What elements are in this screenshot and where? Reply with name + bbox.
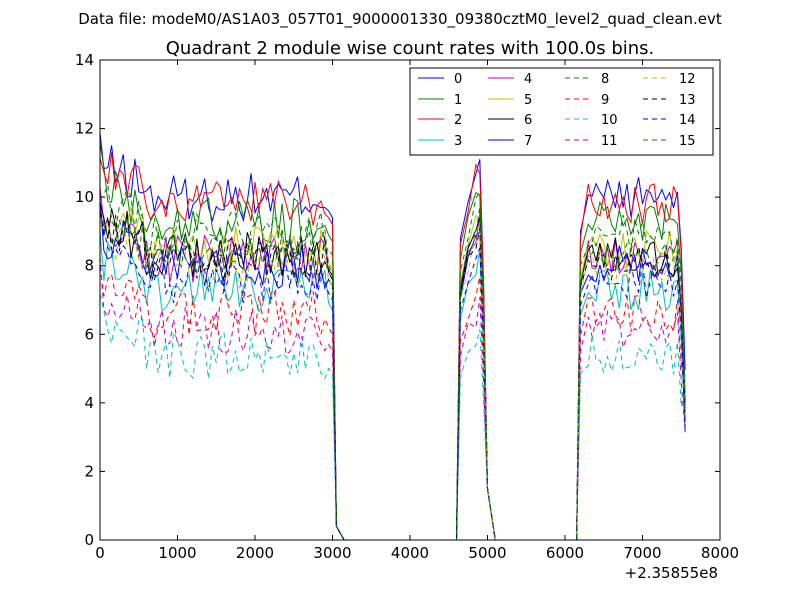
legend-label-3: 3 xyxy=(454,134,462,149)
y-tick-label: 4 xyxy=(84,394,94,412)
series-line-4 xyxy=(99,186,686,541)
chart-title: Quadrant 2 module wise count rates with … xyxy=(166,38,655,59)
y-tick-label: 2 xyxy=(84,462,94,480)
series-line-9 xyxy=(99,265,686,541)
x-tick-label: 2000 xyxy=(236,544,274,562)
legend-label-9: 9 xyxy=(601,93,609,108)
y-tick-label: 12 xyxy=(75,120,94,138)
series-line-10 xyxy=(99,293,686,541)
legend-label-2: 2 xyxy=(454,113,462,128)
legend-label-10: 10 xyxy=(601,113,618,128)
plot-frame xyxy=(99,59,721,541)
series-line-3 xyxy=(99,230,686,541)
suptitle: Data file: modeM0/AS1A03_057T01_90000013… xyxy=(78,10,722,29)
x-offset-label: +2.35855e8 xyxy=(625,564,718,582)
series-line-11 xyxy=(99,256,686,541)
series-line-15 xyxy=(99,206,686,541)
legend-label-6: 6 xyxy=(524,113,532,128)
series-line-14 xyxy=(99,211,686,541)
series-line-8 xyxy=(99,184,686,541)
x-tick-label: 1000 xyxy=(158,544,196,562)
legend-label-5: 5 xyxy=(524,93,532,108)
x-tick-label: 3000 xyxy=(313,544,351,562)
axis-ticks: 0 1000 2000 3000 4000 5000 6000 7000 80000246810… xyxy=(75,51,739,562)
legend-label-12: 12 xyxy=(679,72,696,87)
legend-label-8: 8 xyxy=(601,72,609,87)
y-tick-label: 14 xyxy=(75,51,94,69)
legend-label-4: 4 xyxy=(524,72,532,87)
y-tick-label: 0 xyxy=(84,531,94,549)
y-tick-label: 6 xyxy=(84,325,94,343)
x-tick-label: 0 xyxy=(95,544,105,562)
series-layer xyxy=(99,132,686,541)
series-line-2 xyxy=(99,152,686,541)
y-tick-label: 8 xyxy=(84,257,94,275)
legend-label-14: 14 xyxy=(679,113,696,128)
legend-label-13: 13 xyxy=(679,93,696,108)
legend-label-15: 15 xyxy=(679,134,696,149)
y-tick-label: 10 xyxy=(75,188,94,206)
legend-label-11: 11 xyxy=(601,134,618,149)
x-tick-label: 4000 xyxy=(391,544,429,562)
x-tick-label: 5000 xyxy=(468,544,506,562)
x-tick-label: 8000 xyxy=(701,544,739,562)
legend-label-0: 0 xyxy=(454,72,462,87)
series-line-12 xyxy=(99,218,686,541)
legend-label-1: 1 xyxy=(454,93,462,108)
x-tick-label: 6000 xyxy=(546,544,584,562)
legend-label-7: 7 xyxy=(524,134,532,149)
x-tick-label: 7000 xyxy=(623,544,661,562)
